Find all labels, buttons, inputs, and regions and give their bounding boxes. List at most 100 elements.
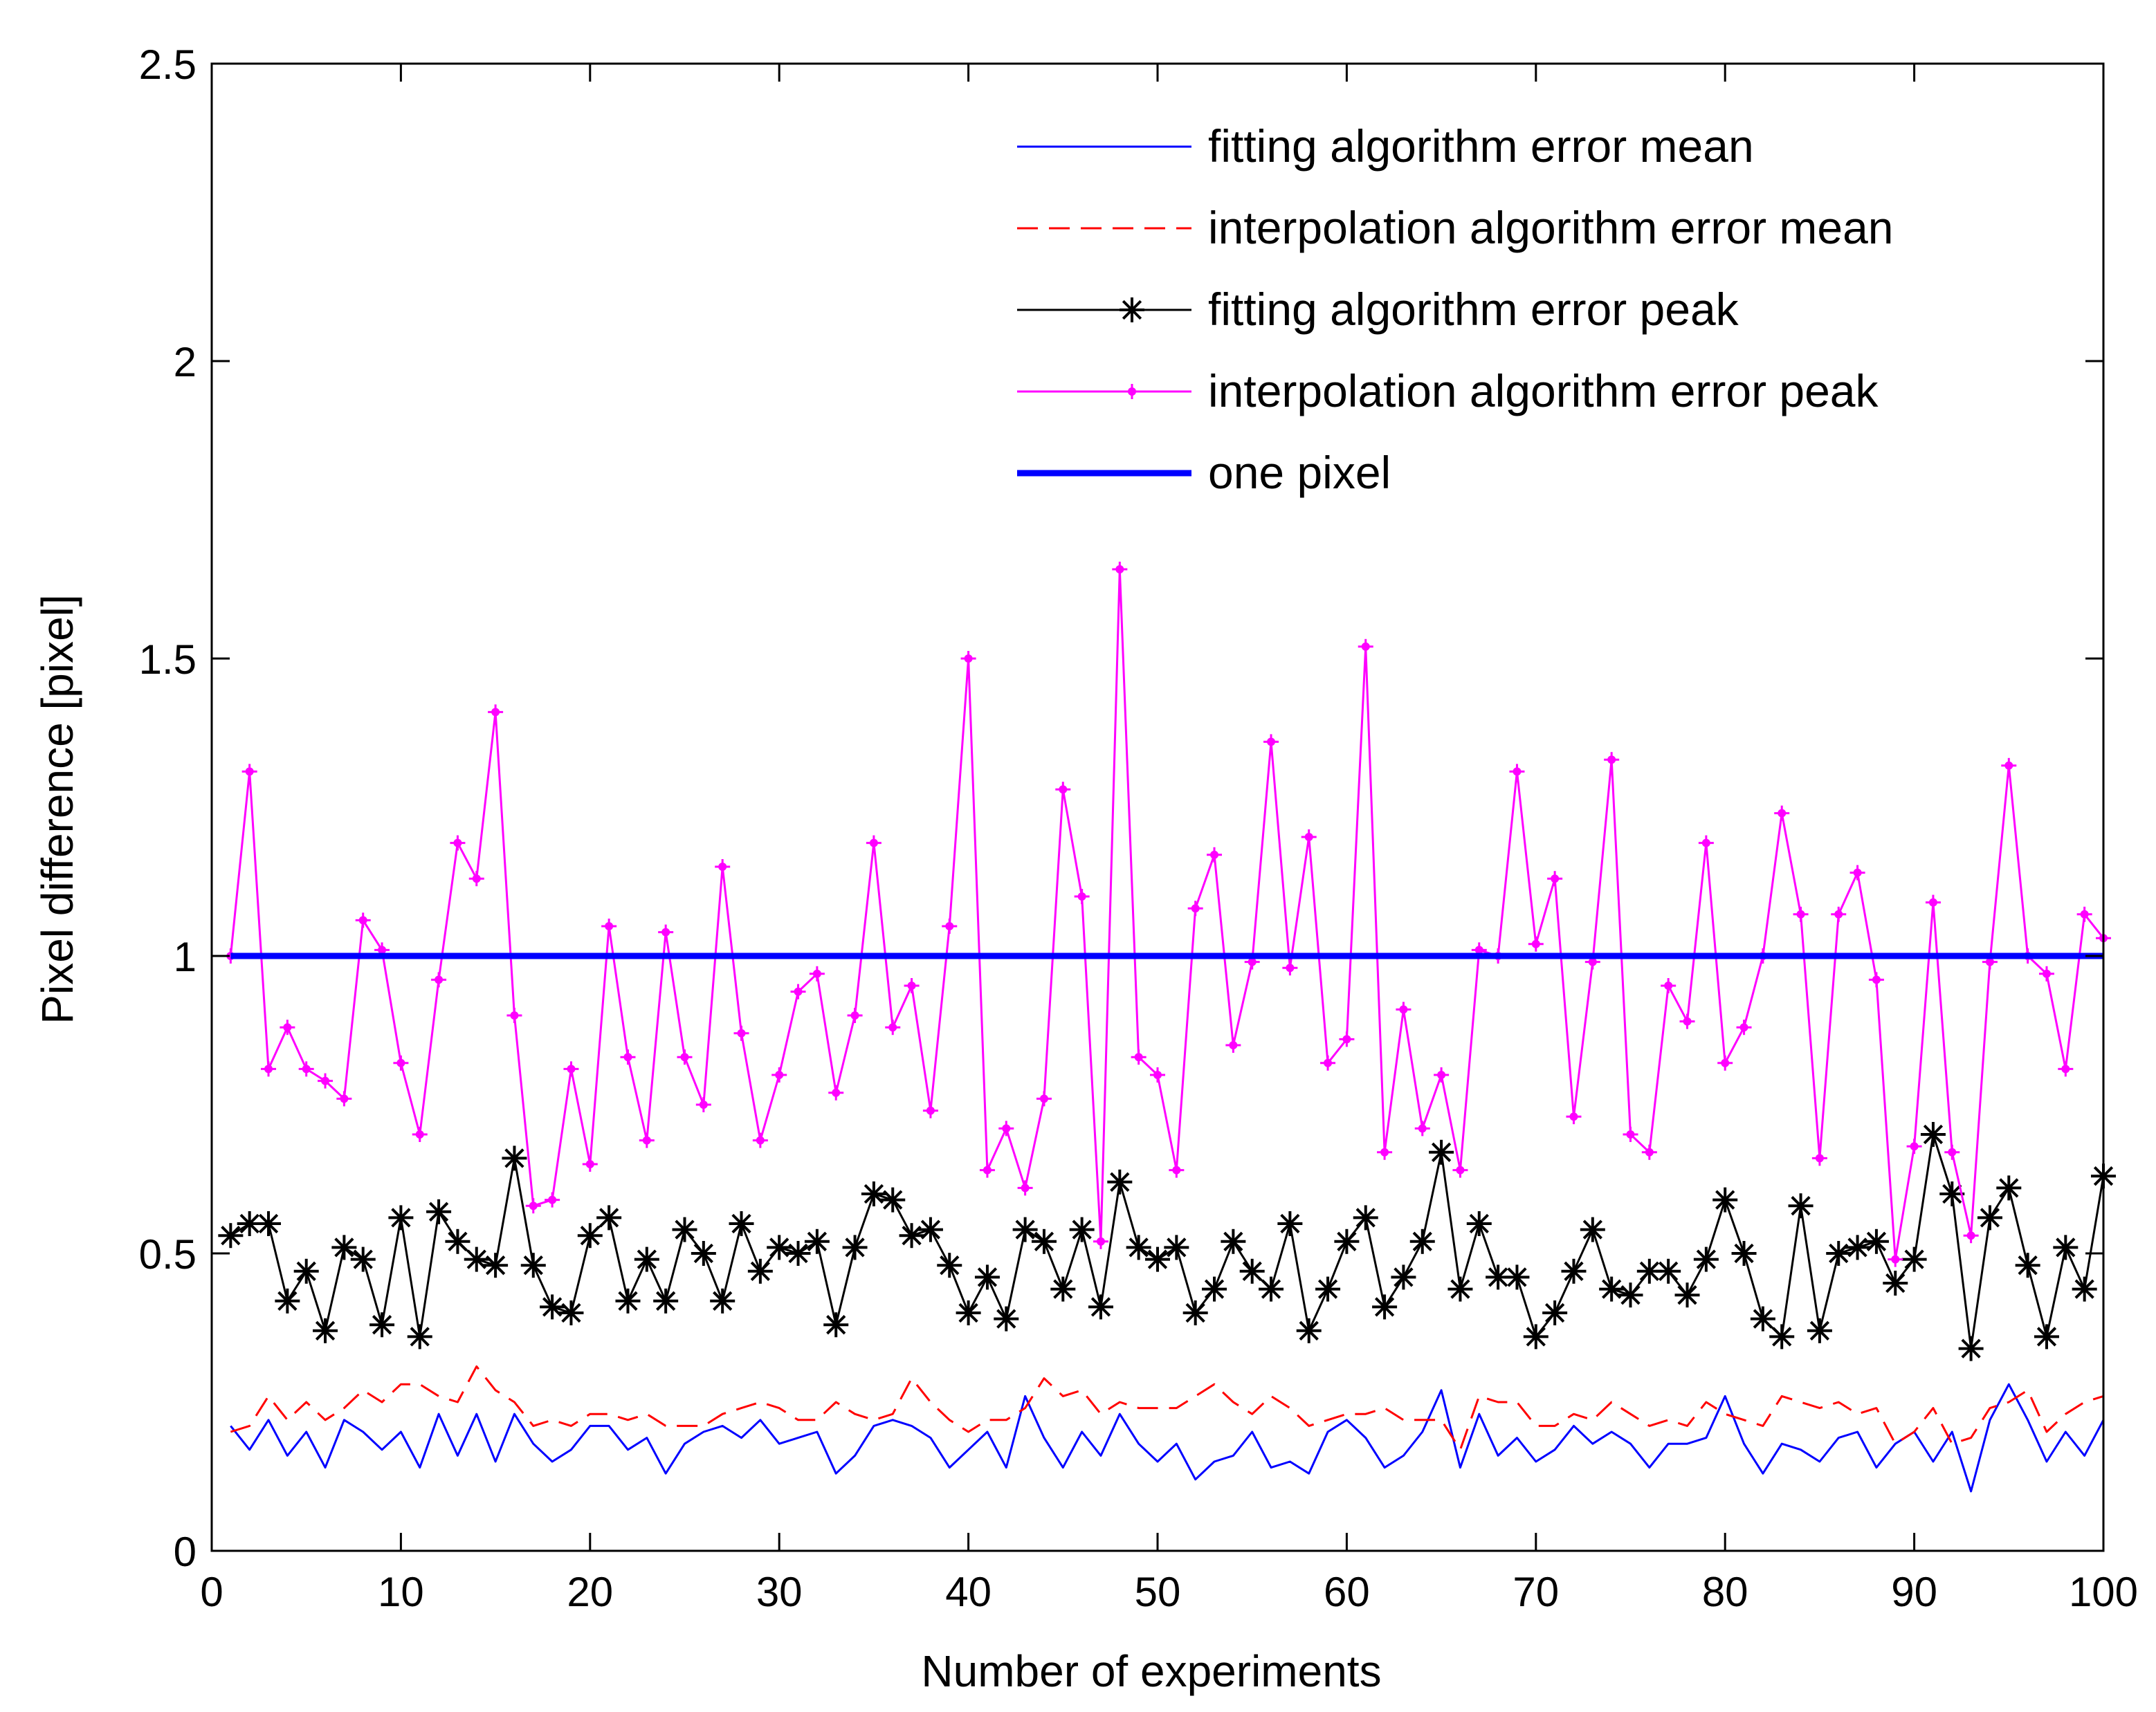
data-point-interpolation-algorithm-error-peak-70 <box>1528 936 1544 952</box>
data-point-fitting-algorithm-error-peak-57 <box>1277 1211 1303 1236</box>
data-point-fitting-algorithm-error-peak-80 <box>1712 1187 1738 1213</box>
data-point-interpolation-algorithm-error-peak-23 <box>639 1132 655 1148</box>
data-point-interpolation-algorithm-error-peak-3 <box>261 1061 277 1077</box>
data-point-interpolation-algorithm-error-peak-66 <box>1452 1162 1468 1178</box>
data-point-fitting-algorithm-error-peak-73 <box>1580 1217 1605 1242</box>
data-point-fitting-algorithm-error-peak-92 <box>1939 1181 1965 1206</box>
data-point-interpolation-algorithm-error-peak-27 <box>715 859 731 874</box>
data-point-interpolation-algorithm-error-peak-74 <box>1604 752 1620 768</box>
data-point-fitting-algorithm-error-peak-51 <box>1164 1235 1189 1260</box>
data-point-interpolation-algorithm-error-peak-84 <box>1793 906 1809 922</box>
data-point-interpolation-algorithm-error-peak-19 <box>563 1061 579 1077</box>
data-point-fitting-algorithm-error-peak-23 <box>634 1246 659 1272</box>
x-tick-label: 0 <box>200 1569 223 1615</box>
data-point-interpolation-algorithm-error-peak-25 <box>677 1049 693 1065</box>
data-point-interpolation-algorithm-error-peak-22 <box>620 1049 636 1065</box>
data-point-fitting-algorithm-error-peak-35 <box>861 1181 886 1206</box>
data-point-fitting-algorithm-error-peak-71 <box>1542 1300 1568 1325</box>
data-point-fitting-algorithm-error-peak-91 <box>1920 1122 1946 1147</box>
data-point-interpolation-algorithm-error-peak-54 <box>1225 1038 1241 1053</box>
data-point-interpolation-algorithm-error-peak-12 <box>431 972 447 988</box>
data-point-fitting-algorithm-error-peak-22 <box>615 1288 641 1314</box>
legend-entry-interpolation-algorithm-error-peak: interpolation algorithm error peak <box>1017 365 1879 416</box>
data-point-fitting-algorithm-error-peak-49 <box>1126 1235 1151 1260</box>
data-point-fitting-algorithm-error-peak-38 <box>917 1217 943 1242</box>
data-point-fitting-algorithm-error-peak-74 <box>1599 1276 1625 1302</box>
data-point-interpolation-algorithm-error-peak-46 <box>1074 889 1090 904</box>
plot-marks <box>218 562 2116 1493</box>
data-point-fitting-algorithm-error-peak-61 <box>1353 1205 1378 1231</box>
data-point-interpolation-algorithm-error-peak-18 <box>545 1192 560 1208</box>
data-point-interpolation-algorithm-error-peak-32 <box>809 966 825 982</box>
data-point-interpolation-algorithm-error-peak-99 <box>2076 906 2092 922</box>
data-point-interpolation-algorithm-error-peak-37 <box>904 978 920 993</box>
y-axis-label: Pixel difference [pixel] <box>33 594 82 1024</box>
data-point-interpolation-algorithm-error-peak-39 <box>942 919 958 934</box>
data-point-interpolation-algorithm-error-peak-62 <box>1377 1144 1393 1160</box>
x-tick-label: 40 <box>945 1569 992 1615</box>
data-point-fitting-algorithm-error-peak-26 <box>691 1241 716 1266</box>
legend-marker <box>1124 384 1140 399</box>
data-point-interpolation-algorithm-error-peak-34 <box>847 1008 863 1023</box>
data-point-interpolation-algorithm-error-peak-90 <box>1906 1139 1922 1154</box>
series-line-fitting-algorithm-error-peak <box>230 1133 2105 1350</box>
data-point-interpolation-algorithm-error-peak-65 <box>1434 1067 1450 1083</box>
axes: 0 10 20 30 40 50 60 70 80 90 100 0 0.5 1 1.5 2 2.5 <box>139 42 2138 1615</box>
data-point-fitting-algorithm-error-peak-19 <box>558 1300 584 1325</box>
data-point-interpolation-algorithm-error-peak-31 <box>790 984 806 1000</box>
data-point-interpolation-algorithm-error-peak-41 <box>979 1162 995 1178</box>
data-point-fitting-algorithm-error-peak-53 <box>1202 1276 1227 1302</box>
data-point-fitting-algorithm-error-peak-82 <box>1750 1306 1775 1332</box>
data-point-fitting-algorithm-error-peak-85 <box>1807 1318 1832 1343</box>
data-point-fitting-algorithm-error-peak-20 <box>577 1223 603 1249</box>
data-point-fitting-algorithm-error-peak-72 <box>1561 1258 1587 1284</box>
data-point-interpolation-algorithm-error-peak-95 <box>2001 757 2017 773</box>
y-tick-label: 1 <box>174 934 197 980</box>
y-tick-label: 0 <box>174 1529 197 1575</box>
data-point-interpolation-algorithm-error-peak-93 <box>1963 1228 1979 1244</box>
data-point-fitting-algorithm-error-peak-24 <box>653 1288 679 1314</box>
data-point-interpolation-algorithm-error-peak-81 <box>1736 1020 1752 1036</box>
data-point-fitting-algorithm-error-peak-30 <box>767 1235 792 1260</box>
data-point-fitting-algorithm-error-peak-25 <box>672 1217 697 1242</box>
data-point-fitting-algorithm-error-peak-96 <box>2015 1253 2040 1278</box>
data-point-fitting-algorithm-error-peak-56 <box>1259 1276 1284 1302</box>
data-point-fitting-algorithm-error-peak-58 <box>1296 1318 1322 1343</box>
data-point-fitting-algorithm-error-peak-44 <box>1031 1228 1057 1254</box>
x-tick-label: 20 <box>567 1569 613 1615</box>
data-point-fitting-algorithm-error-peak-94 <box>1977 1205 2002 1231</box>
x-tick-label: 10 <box>378 1569 424 1615</box>
data-point-interpolation-algorithm-error-peak-80 <box>1717 1055 1733 1071</box>
data-point-interpolation-algorithm-error-peak-33 <box>828 1085 844 1101</box>
legend-entry-interpolation-algorithm-error-mean: interpolation algorithm error mean <box>1017 202 1893 253</box>
x-tick-label: 90 <box>1891 1569 1937 1615</box>
legend: fitting algorithm error mean interpolatio… <box>1017 120 1893 498</box>
data-point-fitting-algorithm-error-peak-48 <box>1107 1169 1133 1195</box>
data-point-fitting-algorithm-error-peak-31 <box>785 1241 811 1266</box>
data-point-fitting-algorithm-error-peak-89 <box>1883 1271 1908 1296</box>
data-point-interpolation-algorithm-error-peak-57 <box>1282 960 1298 976</box>
x-axis-label: Number of experiments <box>921 1646 1381 1696</box>
data-point-interpolation-algorithm-error-peak-8 <box>355 912 371 928</box>
data-point-fitting-algorithm-error-peak-15 <box>483 1253 509 1278</box>
data-point-fitting-algorithm-error-peak-10 <box>388 1205 414 1231</box>
data-point-fitting-algorithm-error-peak-79 <box>1693 1246 1719 1272</box>
x-tick-label: 80 <box>1702 1569 1748 1615</box>
data-point-interpolation-algorithm-error-peak-79 <box>1698 835 1714 851</box>
data-point-interpolation-algorithm-error-peak-2 <box>241 764 257 780</box>
series-line-interpolation-algorithm-error-peak <box>229 568 2105 1261</box>
data-point-interpolation-algorithm-error-peak-15 <box>488 704 504 720</box>
data-point-fitting-algorithm-error-peak-21 <box>596 1205 622 1231</box>
data-point-interpolation-algorithm-error-peak-10 <box>393 1055 409 1071</box>
data-point-interpolation-algorithm-error-peak-87 <box>1849 865 1865 881</box>
legend-entry-one-pixel: one pixel <box>1017 447 1391 498</box>
x-tick-label: 50 <box>1135 1569 1181 1615</box>
data-point-interpolation-algorithm-error-peak-69 <box>1509 764 1525 780</box>
data-point-interpolation-algorithm-error-peak-45 <box>1055 782 1071 798</box>
data-point-interpolation-algorithm-error-peak-16 <box>506 1008 522 1023</box>
data-point-fitting-algorithm-error-peak-3 <box>256 1211 282 1236</box>
data-point-fitting-algorithm-error-peak-83 <box>1769 1324 1795 1350</box>
data-point-fitting-algorithm-error-peak-13 <box>445 1228 471 1254</box>
data-point-fitting-algorithm-error-peak-99 <box>2072 1276 2097 1302</box>
data-point-interpolation-algorithm-error-peak-6 <box>318 1073 334 1089</box>
